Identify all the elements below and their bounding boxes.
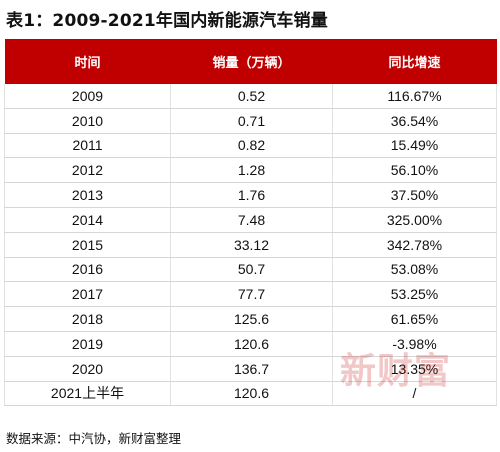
table-row: 2013 1.76 37.50% (4, 182, 497, 208)
cell-growth: 53.08% (332, 257, 497, 283)
table-row: 2015 33.12 342.78% (4, 232, 497, 258)
column-header-time: 时间 (4, 39, 171, 84)
cell-year: 2018 (4, 306, 171, 332)
cell-sales: 120.6 (170, 331, 333, 357)
cell-growth: 15.49% (332, 133, 497, 159)
cell-growth: 116.67% (332, 84, 497, 109)
cell-year: 2019 (4, 331, 171, 357)
table-row: 2021上半年 120.6/ (4, 381, 497, 407)
cell-year: 2021上半年 (4, 381, 171, 407)
cell-growth: 56.10% (332, 157, 497, 184)
table-row: 2019 120.6 -3.98% (4, 331, 497, 357)
cell-sales: 0.82 (170, 133, 333, 159)
cell-year: 2017 (4, 281, 171, 308)
cell-growth: -3.98% (332, 331, 497, 357)
cell-growth: 53.25% (332, 281, 497, 308)
column-header-sales: 销量（万辆） (170, 39, 333, 84)
table-row: 2017 77.7 53.25% (4, 281, 497, 308)
cell-sales: 50.7 (170, 257, 333, 283)
table-title: 表1：2009-2021年国内新能源汽车销量 (6, 11, 328, 31)
cell-year: 2015 (4, 232, 171, 258)
cell-growth: 36.54% (332, 108, 497, 134)
cell-growth: 37.50% (332, 182, 497, 208)
table-row: 2012 1.28 56.10% (4, 157, 497, 184)
cell-growth: 13.35% (332, 356, 497, 382)
column-header-growth: 同比增速 (332, 39, 497, 84)
table-row: 2020 136.7 13.35% (4, 356, 497, 382)
cell-year: 2011 (4, 133, 171, 159)
table-row: 2016 50.7 53.08% (4, 257, 497, 283)
cell-growth: 61.65% (332, 306, 497, 332)
cell-year: 2010 (4, 108, 171, 134)
cell-sales: 7.48 (170, 207, 333, 233)
table-row: 2009 0.52 116.67% (4, 84, 497, 109)
cell-sales: 1.28 (170, 157, 333, 184)
sales-table: 时间 销量（万辆） 同比增速 2009 0.52 116.67% 2010 0.71 36… (4, 39, 497, 407)
cell-sales: 136.7 (170, 356, 333, 382)
table-header-row: 时间 销量（万辆） 同比增速 (4, 39, 497, 84)
table-row: 2011 0.82 15.49% (4, 133, 497, 159)
cell-year: 2012 (4, 157, 171, 184)
data-source-note: 数据来源：中汽协，新财富整理 (6, 431, 182, 446)
cell-year: 2020 (4, 356, 171, 382)
cell-sales: 0.52 (170, 84, 333, 109)
cell-growth: / (332, 381, 497, 407)
cell-sales: 33.12 (170, 232, 333, 258)
cell-year: 2014 (4, 207, 171, 233)
cell-sales: 120.6 (170, 381, 333, 407)
table-row: 2014 7.48 325.00% (4, 207, 497, 233)
cell-growth: 342.78% (332, 232, 497, 258)
cell-sales: 0.71 (170, 108, 333, 134)
table-row: 2010 0.71 36.54% (4, 108, 497, 134)
cell-year: 2013 (4, 182, 171, 208)
cell-sales: 1.76 (170, 182, 333, 208)
cell-year: 2016 (4, 257, 171, 283)
table-body: 2009 0.52 116.67% 2010 0.71 36.54% 2011 0.82 15.… (4, 84, 497, 407)
cell-growth: 325.00% (332, 207, 497, 233)
table-row: 2018 125.6 61.65% (4, 306, 497, 332)
cell-sales: 125.6 (170, 306, 333, 332)
cell-year: 2009 (4, 84, 171, 109)
cell-sales: 77.7 (170, 281, 333, 308)
